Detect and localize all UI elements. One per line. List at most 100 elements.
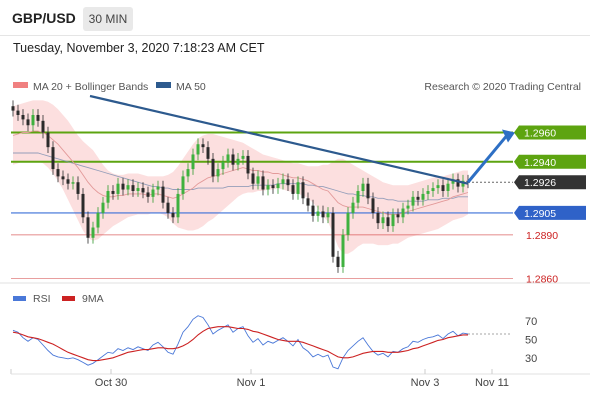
candle-body [441,185,445,191]
candle-body [216,169,220,177]
candle-body [196,144,200,155]
x-tick-label: Oct 30 [95,377,127,389]
candle-body [296,182,300,194]
candle-body [96,212,100,228]
candle-body [111,191,115,194]
price-tag-1.2905: 1.2905 [514,205,586,220]
candle-body [231,154,235,165]
candle-body [416,196,420,200]
chart-datetime: Tuesday, November 3, 2020 7:18:23 AM CET [13,41,265,55]
candle-body [131,185,135,191]
candle-body [176,193,180,218]
candle-body [236,158,240,165]
candle-body [391,214,395,227]
candle-body [86,217,90,238]
candle-body [311,205,315,216]
x-tick-label: Nov 3 [411,377,440,389]
candle-body [101,202,105,213]
price-tag-1.2940: 1.2940 [514,154,586,169]
candle-body [421,193,425,200]
candle-body [436,185,440,189]
candle-body [346,212,350,235]
candle-body [136,188,140,191]
ma50-line [13,152,468,202]
candle-body [336,256,340,267]
candle-body [201,144,205,148]
candle-body [171,212,175,218]
candle-body [371,198,375,213]
candle-body [41,120,45,133]
candle-body [221,161,225,170]
bollinger-band [13,100,468,254]
candle-body [121,183,125,190]
candle-body [81,193,85,218]
price-tag-text: 1.2905 [524,208,556,220]
candle-body [166,202,170,213]
candle-body [181,176,185,194]
candle-body [401,208,405,218]
legend-ma50-label: MA 50 [176,81,206,93]
candle-body [161,186,165,203]
candle-body [286,179,290,186]
candle-body [461,180,465,187]
price-tag-bg [514,125,586,140]
candle-body [226,154,230,162]
price-label-1.2890: 1.2890 [526,230,558,242]
price-tag-text: 1.2960 [524,128,556,140]
candle-body [71,182,75,184]
candle-body [376,212,380,224]
candle-body [156,186,160,190]
candle-body [326,212,330,218]
candle-body [146,192,150,197]
candle-body [301,182,305,199]
candle-body [271,185,275,189]
candle-body [366,183,370,199]
legend-9ma-label: 9MA [82,293,104,305]
candle-body [381,217,385,224]
candle-body [456,179,460,187]
candle-body [256,176,260,184]
x-tick-label: Nov 11 [475,377,509,389]
candle-body [16,110,20,115]
legend-ma20-swatch [13,82,28,88]
candle-body [46,132,50,148]
candle-body [356,191,360,203]
candle-body [211,158,215,177]
rsi-plot: 70 50 30 [12,315,537,370]
candle-body [316,211,320,216]
candle-body [266,185,270,190]
candle-body [426,191,430,194]
candle-body [26,119,30,126]
candle-body [51,147,55,170]
legend-9ma-swatch [62,296,75,301]
trendline [89,94,469,185]
candle-body [431,188,435,191]
rsi-tick-70: 70 [525,316,537,328]
price-plot: 1.2960 1.2940 1.2926 1.2905 1.2890 1.2860 [11,94,586,286]
price-tag-text: 1.2926 [524,177,556,189]
candle-body [66,179,70,184]
candle-body [126,185,130,190]
candle-body [411,196,415,206]
x-axis: Oct 30 Nov 1 Nov 3 Nov 11 [95,369,509,389]
timeframe-badge[interactable]: 30 MIN [83,7,133,31]
candle-body [106,191,110,203]
candle-body [351,202,355,213]
candle-body [91,227,95,238]
price-tag-1.2960: 1.2960 [514,125,586,140]
candle-body [206,147,210,159]
candle-body [56,169,60,177]
legend-ma20-label: MA 20 + Bollinger Bands [33,81,148,93]
candle-body [191,154,195,170]
candle-body [186,169,190,177]
candle-body [61,176,65,180]
legend-rsi-swatch [13,296,26,301]
candle-body [151,189,155,197]
price-tag-bg [514,205,586,220]
9ma-line [12,326,468,362]
candle-body [406,205,410,209]
legend-ma50-swatch [156,82,171,88]
candle-body [446,183,450,191]
candle-body [276,183,280,189]
